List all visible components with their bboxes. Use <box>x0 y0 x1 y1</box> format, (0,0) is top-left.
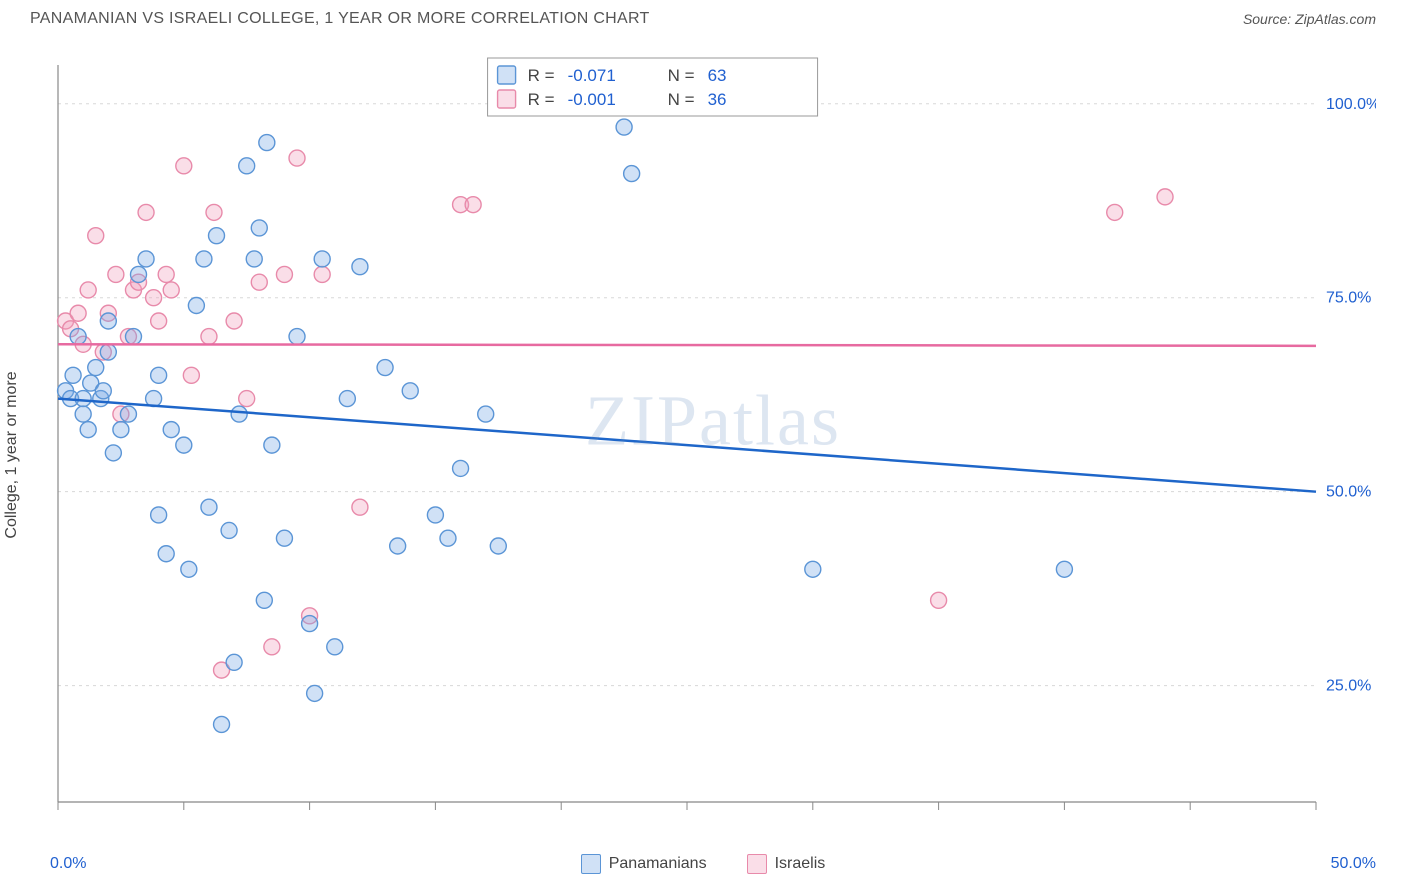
svg-text:50.0%: 50.0% <box>1326 484 1371 501</box>
legend-label: Israelis <box>775 855 826 873</box>
source-label: Source: ZipAtlas.com <box>1243 11 1376 27</box>
legend-item: Panamanians <box>581 854 707 874</box>
svg-text:R =: R = <box>528 90 555 109</box>
svg-text:36: 36 <box>708 90 727 109</box>
legend-swatch <box>747 854 767 874</box>
x-axis-max: 50.0% <box>1331 855 1376 873</box>
y-axis-label: College, 1 year or more <box>3 371 21 538</box>
svg-text:100.0%: 100.0% <box>1326 96 1376 113</box>
svg-text:N =: N = <box>668 66 695 85</box>
scatter-chart: 25.0% 50.0% 75.0% 100.0% R = -0.071 N = 63 R = -0… <box>50 50 1376 822</box>
chart-container: 25.0% 50.0% 75.0% 100.0% R = -0.071 N = 63 R = -0… <box>50 50 1376 822</box>
chart-title: PANAMANIAN VS ISRAELI COLLEGE, 1 YEAR OR… <box>30 10 650 28</box>
svg-text:25.0%: 25.0% <box>1326 678 1371 695</box>
legend-item: Israelis <box>747 854 826 874</box>
x-axis-min: 0.0% <box>50 855 86 873</box>
legend-swatch <box>581 854 601 874</box>
svg-text:63: 63 <box>708 66 727 85</box>
svg-text:-0.001: -0.001 <box>568 90 616 109</box>
bottom-legend: 0.0% Panamanians Israelis 50.0% <box>0 854 1406 874</box>
svg-text:N =: N = <box>668 90 695 109</box>
svg-text:R =: R = <box>528 66 555 85</box>
svg-text:75.0%: 75.0% <box>1326 290 1371 307</box>
svg-text:-0.071: -0.071 <box>568 66 616 85</box>
legend-label: Panamanians <box>609 855 707 873</box>
